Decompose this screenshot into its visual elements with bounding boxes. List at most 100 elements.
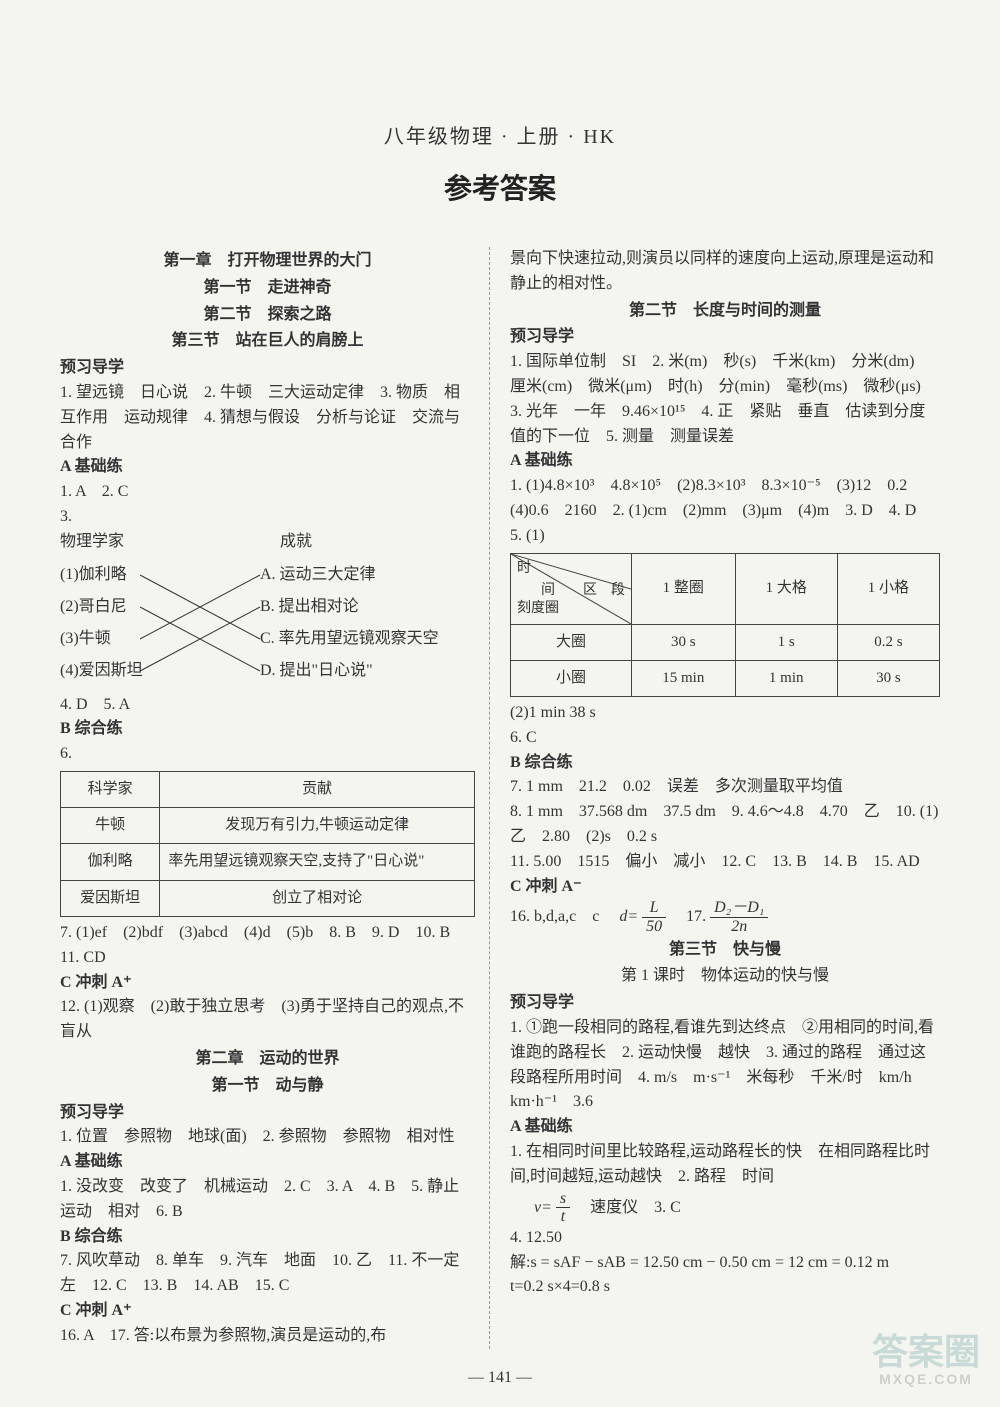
c-sprint-heading-r: C 冲刺 A⁻ [510,875,940,900]
match-left-list: (1)伽利略 (2)哥白尼 (3)牛顿 (4)爱因斯坦 [60,559,143,687]
cell: 15 min [632,660,736,696]
section-1-1: 第一节 走进神奇 [60,276,475,301]
frac-L-50: L 50 [642,899,666,935]
section-1-2: 第二节 探索之路 [60,303,475,328]
watermark-small: MXQE.COM [872,1372,980,1387]
cell: 伽利略 [61,844,160,880]
cell: 0.2 s [837,624,939,660]
cell: 1 s [735,624,837,660]
match-left-label: 物理学家 [60,530,160,555]
b11-r: 11. 5.00 1515 偏小 减小 12. C 13. B 14. B 15… [510,850,940,875]
b-comp-heading-r: B 综合练 [510,751,940,776]
cell: 发现万有引力,牛顿运动定律 [160,808,475,844]
b7-answer: 7. (1)ef (2)bdf (3)abcd (4)d (5)b 8. B 9… [60,921,475,971]
match-l3: (3)牛顿 [60,623,143,655]
a4-r: 4. 12.50 [510,1226,940,1251]
a6-text: 6. C [510,726,940,751]
cell: 小圈 [511,660,632,696]
table-row: 牛顿 发现万有引力,牛顿运动定律 [61,808,475,844]
diag-ml: 间 [541,580,555,602]
watermark: 答案圈 MXQE.COM [872,1332,980,1387]
a5-label: 5. (1) [510,524,940,549]
section-2-3-sub: 第 1 课时 物体运动的快与慢 [510,964,940,989]
a-basic-heading: A 基础练 [60,455,475,480]
continuation-text: 景向下快速拉动,则演员以同样的速度向上运动,原理是运动和静止的相对性。 [510,247,940,297]
preview-3-text: 1. ①跑一段相同的路程,看谁先到达终点 ②用相同的时间,看谁跑的路程长 2. … [510,1016,940,1115]
a1-r-text: 1. (1)4.8×10³ 4.8×10⁵ (2)8.3×10³ 8.3×10⁻… [510,474,940,524]
frac-num: D₂－D₁ [710,899,768,918]
frac-d2d1: D₂－D₁ 2n [710,899,768,935]
b8-r: 8. 1 mm 37.568 dm 37.5 dm 9. 4.6～4.8 4.7… [510,800,940,850]
th-contribution: 贡献 [160,771,475,807]
diagonal-header: 时 区 段 刻度圈 间 [511,553,632,624]
a3-label: 3. [60,505,475,530]
right-column: 景向下快速拉动,则演员以同样的速度向上运动,原理是运动和静止的相对性。 第二节 … [510,247,940,1349]
preview-heading-3: 预习导学 [510,991,940,1016]
th-scientist: 科学家 [61,771,160,807]
table-row: 伽利略 率先用望远镜观察天空,支持了"日心说" [61,844,475,880]
c17-label: 17. [670,908,710,925]
page: 八年级物理 · 上册 · HK 参考答案 第一章 打开物理世界的大门 第一节 走… [0,0,1000,1407]
match-header: 物理学家 成就 [60,530,475,555]
a-basic-heading-3: A 基础练 [510,1115,940,1140]
speed-formula-line: v= s t 速度仪 3. C [510,1190,940,1226]
a2-text: 1. 没改变 改变了 机械运动 2. C 3. A 4. B 5. 静止 运动 … [60,1175,475,1225]
cell: 1 大格 [735,553,837,624]
frac-num: s [556,1190,570,1209]
match-right-list: A. 运动三大定律 B. 提出相对论 C. 率先用望远镜观察天空 D. 提出"日… [260,559,439,687]
match-r1: A. 运动三大定律 [260,559,439,591]
frac-den: t [556,1208,570,1226]
match-r3: C. 率先用望远镜观察天空 [260,623,439,655]
a3-end: 速度仪 3. C [574,1198,681,1215]
cell: 30 s [837,660,939,696]
left-column: 第一章 打开物理世界的大门 第一节 走进神奇 第二节 探索之路 第三节 站在巨人… [60,247,490,1349]
b2-text: 7. 风吹草动 8. 单车 9. 汽车 地面 10. 乙 11. 不一定 左 1… [60,1249,475,1299]
page-number: — 141 — [60,1369,940,1387]
cell: 30 s [632,624,736,660]
b-comp-heading: B 综合练 [60,717,475,742]
b-comp-heading-2: B 综合练 [60,1225,475,1250]
frac-den: 50 [642,918,666,936]
match-r2: B. 提出相对论 [260,591,439,623]
section-2-2: 第二节 长度与时间的测量 [510,299,940,324]
preview-heading: 预习导学 [60,356,475,381]
match-lines-svg [140,559,270,689]
preview-2-text: 1. 位置 参照物 地球(面) 2. 参照物 参照物 相对性 [60,1125,475,1150]
c16-text: 16. A 17. 答:以布景为参照物,演员是运动的,布 [60,1324,475,1349]
c16-d: d= [619,908,638,925]
frac-s-t: s t [556,1190,570,1226]
frac-num: L [642,899,666,918]
matching-diagram: (1)伽利略 (2)哥白尼 (3)牛顿 (4)爱因斯坦 A. 运动三大定律 B.… [60,559,475,689]
cell: 1 整圈 [632,553,736,624]
b6-label: 6. [60,742,475,767]
watermark-big: 答案圈 [872,1331,980,1372]
cell: 大圈 [511,624,632,660]
a-basic-heading-r: A 基础练 [510,449,940,474]
c-sprint-heading: C 冲刺 A⁺ [60,971,475,996]
book-header: 八年级物理 · 上册 · HK [60,120,940,149]
section-1-3: 第三节 站在巨人的肩膀上 [60,329,475,354]
c12-answer: 12. (1)观察 (2)敢于独立思考 (3)勇于坚持自己的观点,不盲从 [60,995,475,1045]
a-basic-heading-2: A 基础练 [60,1150,475,1175]
table-row: 时 区 段 刻度圈 间 1 整圈 1 大格 1 小格 [511,553,940,624]
table-row: 科学家 贡献 [61,771,475,807]
match-l4: (4)爱因斯坦 [60,655,143,687]
c16-formula-line: 16. b,d,a,c c d= L 50 17. D₂－D₁ 2n [510,899,940,935]
table-row: 大圈 30 s 1 s 0.2 s [511,624,940,660]
section-2-3: 第三节 快与慢 [510,938,940,963]
match-l2: (2)哥白尼 [60,591,143,623]
cell: 1 小格 [837,553,939,624]
table-row: 爱因斯坦 创立了相对论 [61,880,475,916]
cell: 创立了相对论 [160,880,475,916]
preview-r-text: 1. 国际单位制 SI 2. 米(m) 秒(s) 千米(km) 分米(dm) 厘… [510,350,940,449]
section-2-1: 第一节 动与静 [60,1074,475,1099]
clock-table: 时 区 段 刻度圈 间 1 整圈 1 大格 1 小格 大圈 30 s 1 s 0… [510,553,940,698]
match-r4: D. 提出"日心说" [260,655,439,687]
cell: 率先用望远镜观察天空,支持了"日心说" [160,844,475,880]
a4b-r: 解:s = sAF − sAB = 12.50 cm − 0.50 cm = 1… [510,1251,940,1276]
cell: 爱因斯坦 [61,880,160,916]
cell: 1 min [735,660,837,696]
preview-heading-r: 预习导学 [510,325,940,350]
chapter-2-title: 第二章 运动的世界 [60,1047,475,1072]
a3-1-text: 1. 在相同时间里比较路程,运动路程长的快 在相同路程比时间,时间越短,运动越快… [510,1140,940,1190]
